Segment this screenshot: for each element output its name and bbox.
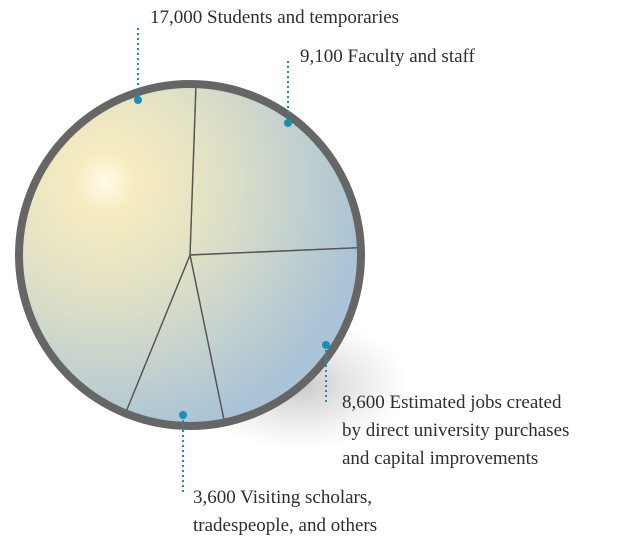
pie-border: [15, 80, 365, 430]
label-dot: [179, 411, 187, 419]
value-label: 3,600: [193, 487, 236, 508]
value-label: 9,100: [300, 46, 343, 67]
label-dot: [322, 341, 330, 349]
category-label: Faculty and staff: [347, 46, 475, 67]
slice-label: 3,600 Visiting scholars, tradespeople, a…: [193, 484, 377, 540]
category-label: Students and temporaries: [207, 7, 400, 28]
label-dot: [134, 96, 142, 104]
label-dot: [284, 119, 292, 127]
slice-label: 8,600 Estimated jobs created by direct u…: [342, 389, 569, 473]
slice-label: 17,000 Students and temporaries: [150, 4, 399, 32]
value-label: 8,600: [342, 392, 385, 413]
category-label: Visiting scholars, tradespeople, and oth…: [193, 487, 378, 536]
value-label: 17,000: [150, 7, 203, 28]
category-label: Estimated jobs created by direct univers…: [342, 392, 570, 469]
slice-label: 9,100 Faculty and staff: [300, 43, 475, 71]
